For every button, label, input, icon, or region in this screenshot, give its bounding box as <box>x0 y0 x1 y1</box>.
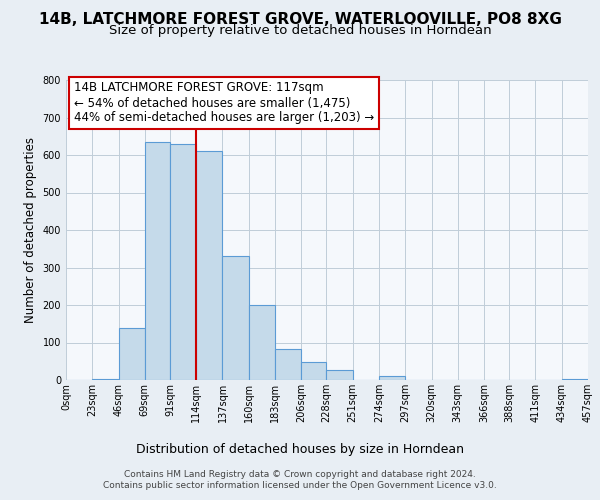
Bar <box>223 256 249 380</box>
Bar <box>119 328 145 380</box>
Bar <box>145 142 170 380</box>
Bar <box>275 349 301 380</box>
Text: Distribution of detached houses by size in Horndean: Distribution of detached houses by size … <box>136 442 464 456</box>
Text: 14B, LATCHMORE FOREST GROVE, WATERLOOVILLE, PO8 8XG: 14B, LATCHMORE FOREST GROVE, WATERLOOVIL… <box>38 12 562 28</box>
Bar <box>92 379 119 380</box>
Text: 14B LATCHMORE FOREST GROVE: 117sqm
← 54% of detached houses are smaller (1,475)
: 14B LATCHMORE FOREST GROVE: 117sqm ← 54%… <box>74 82 374 124</box>
Bar <box>326 370 353 380</box>
Bar <box>249 305 275 380</box>
Bar <box>196 151 223 380</box>
Bar <box>379 376 405 380</box>
Y-axis label: Number of detached properties: Number of detached properties <box>24 137 37 323</box>
Text: Size of property relative to detached houses in Horndean: Size of property relative to detached ho… <box>109 24 491 37</box>
Bar <box>170 144 196 380</box>
Text: Contains public sector information licensed under the Open Government Licence v3: Contains public sector information licen… <box>103 481 497 490</box>
Text: Contains HM Land Registry data © Crown copyright and database right 2024.: Contains HM Land Registry data © Crown c… <box>124 470 476 479</box>
Bar <box>301 362 326 380</box>
Bar <box>562 379 588 380</box>
